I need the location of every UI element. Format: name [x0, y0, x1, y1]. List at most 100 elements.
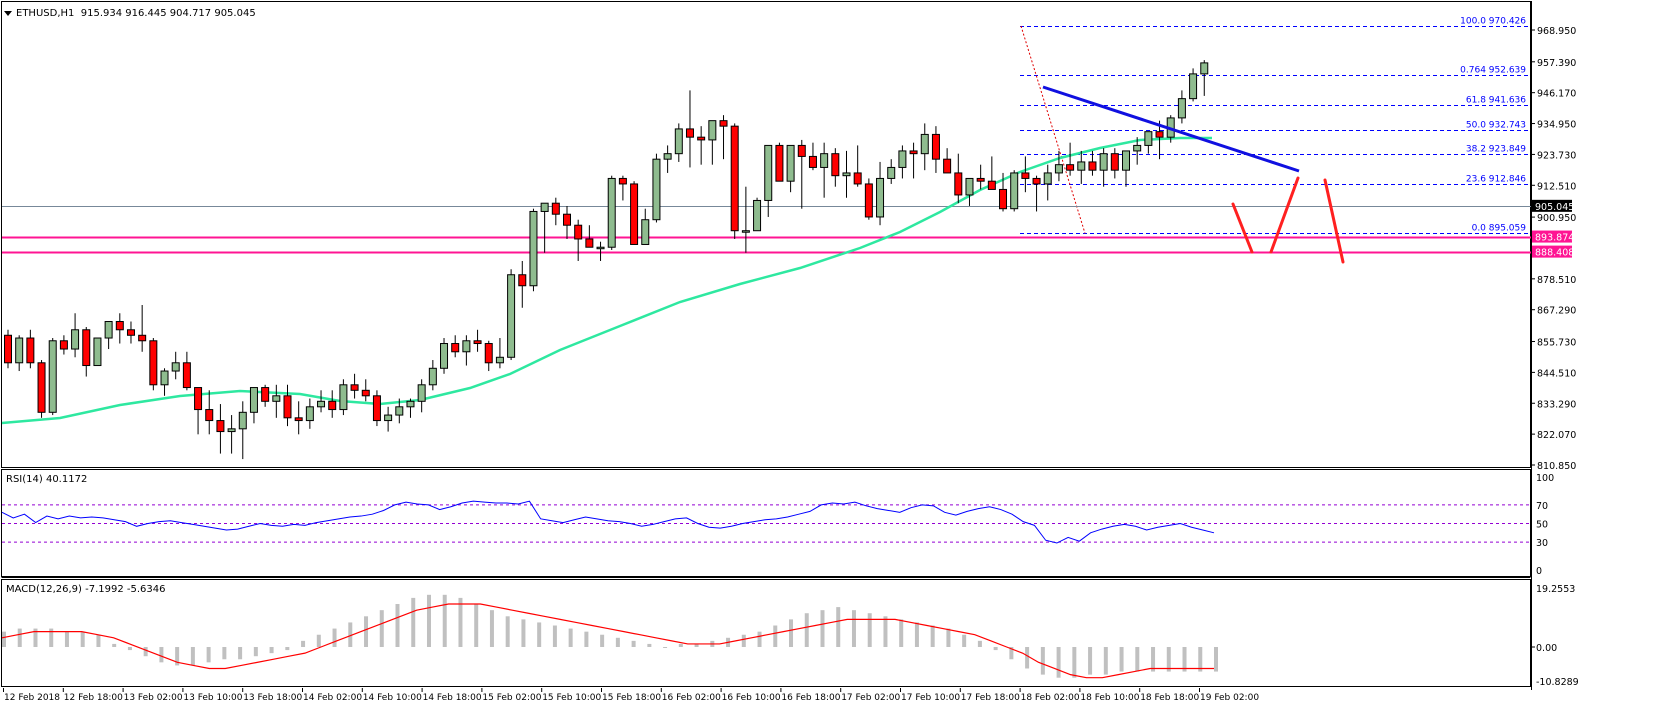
- fib-level-label: 0.764 952.639: [1460, 66, 1526, 76]
- support-lines[interactable]: [2, 236, 1531, 254]
- macd-histogram-bar: [773, 625, 778, 647]
- support-price-badge: [1532, 230, 1572, 243]
- bull-candle: [104, 321, 113, 339]
- price-tick-label: 912.510: [1537, 181, 1576, 192]
- price-tick-label: 822.070: [1537, 430, 1576, 441]
- macd-histogram-bar: [820, 610, 825, 647]
- macd-histogram-bar: [395, 604, 400, 647]
- projection-arrows[interactable]: [1231, 176, 1345, 264]
- macd-histogram-bar: [489, 610, 494, 647]
- bull-candle: [876, 177, 885, 218]
- price-axis: 968.950 957.390 946.170 934.950 923.730 912.5…: [1531, 1, 1576, 690]
- fibonacci-retracement[interactable]: 100.0 970.426 0.764 952.639 61.8 941.636 50…: [1020, 17, 1531, 234]
- bull-candle: [652, 158, 661, 221]
- macd-histogram-bar: [33, 628, 38, 647]
- macd-histogram-bar: [49, 628, 54, 647]
- time-tick-label: 12 Feb 2018: [4, 693, 60, 703]
- price-tick-label: 810.850: [1537, 461, 1576, 472]
- bear-candle: [797, 144, 806, 157]
- macd-histogram-bar: [836, 607, 841, 647]
- bull-candle: [887, 166, 896, 179]
- price-tick-label: 923.730: [1537, 150, 1576, 161]
- bull-candle: [15, 337, 24, 364]
- time-tick-label: 15 Feb 18:00: [602, 693, 661, 703]
- macd-histogram-bar: [1182, 647, 1187, 672]
- projection-arrow[interactable]: [1323, 178, 1345, 264]
- bull-candle: [1144, 131, 1153, 146]
- bearish-trendline[interactable]: [1042, 85, 1300, 173]
- bull-candle: [317, 400, 326, 408]
- bull-candle: [764, 144, 773, 201]
- time-tick-label: 16 Feb 02:00: [662, 693, 721, 703]
- time-tick-label: 14 Feb 10:00: [363, 693, 422, 703]
- bull-candle: [171, 362, 180, 372]
- bull-candle: [607, 177, 616, 248]
- fib-anchor-line[interactable]: [1020, 25, 1086, 234]
- trendline[interactable]: [1042, 85, 1300, 173]
- macd-histogram-bar: [127, 647, 132, 651]
- support-price-label: 888.408: [1535, 248, 1574, 259]
- bull-candle: [596, 246, 605, 250]
- bull-candle: [507, 274, 516, 358]
- projection-arrow[interactable]: [1269, 176, 1300, 254]
- bull-candle: [495, 356, 504, 364]
- macd-histogram-bar: [364, 616, 369, 647]
- bear-candle: [685, 128, 694, 138]
- time-tick-label: 16 Feb 10:00: [722, 693, 781, 703]
- bear-candle: [775, 144, 784, 182]
- bear-candle: [216, 420, 225, 433]
- bull-candle: [305, 406, 314, 422]
- dropdown-triangle-icon[interactable]: [4, 10, 12, 16]
- macd-histogram-bar: [930, 625, 935, 647]
- macd-histogram-bar: [1009, 647, 1014, 660]
- macd-histogram-bar: [269, 647, 274, 654]
- rsi-tick-label: 70: [1536, 501, 1548, 512]
- rsi-tick-label: 30: [1536, 538, 1548, 549]
- macd-histogram-bar: [379, 610, 384, 647]
- macd-tick-label: 19.2553: [1536, 584, 1575, 595]
- macd-histogram-bar: [159, 647, 164, 663]
- bear-candle: [976, 177, 985, 182]
- macd-histogram-bar: [647, 643, 652, 647]
- current-price-badge: [1532, 199, 1572, 212]
- macd-histogram-bar: [206, 647, 211, 663]
- bull-candle: [48, 340, 57, 413]
- bear-candle: [1021, 172, 1030, 179]
- bear-candle: [182, 362, 191, 389]
- macd-histogram-bar: [96, 634, 101, 647]
- macd-histogram-bar: [17, 628, 22, 647]
- macd-histogram-bar: [663, 647, 668, 648]
- bull-candle: [462, 340, 471, 353]
- rsi-tick-label: 0: [1536, 566, 1542, 577]
- macd-histogram-bar: [253, 647, 258, 657]
- macd-histogram-bar: [1135, 647, 1140, 672]
- macd-tick-label: -10.8289: [1536, 677, 1579, 688]
- time-tick-label: 18 Feb 10:00: [1080, 693, 1139, 703]
- bull-candle: [238, 411, 247, 430]
- bear-candle: [261, 387, 270, 402]
- macd-histogram-bar: [552, 625, 557, 647]
- bear-candle: [864, 183, 873, 218]
- bull-candle: [1177, 98, 1186, 119]
- ohlc-values: 915.934 916.445 904.717 905.045: [80, 8, 256, 19]
- macd-histogram-bar: [1040, 647, 1045, 675]
- bull-candle: [663, 153, 672, 160]
- macd-histogram-bar: [1072, 647, 1077, 678]
- rsi-label: RSI(14) 40.1172: [6, 474, 88, 485]
- bear-candle: [618, 177, 627, 185]
- bear-candle: [328, 400, 337, 411]
- macd-histogram-bar: [143, 647, 148, 657]
- projection-arrow[interactable]: [1231, 202, 1254, 254]
- price-tick-label: 968.950: [1537, 26, 1576, 37]
- bear-candle: [205, 409, 214, 422]
- bear-candle: [943, 158, 952, 174]
- bull-candle: [384, 414, 393, 422]
- bull-candle: [820, 153, 829, 168]
- current-price-label: 905.045: [1535, 202, 1574, 213]
- macd-histogram-bar: [1166, 647, 1171, 672]
- macd-histogram-bar: [458, 597, 463, 647]
- time-tick-label: 13 Feb 02:00: [124, 693, 183, 703]
- bull-candle: [1189, 73, 1198, 100]
